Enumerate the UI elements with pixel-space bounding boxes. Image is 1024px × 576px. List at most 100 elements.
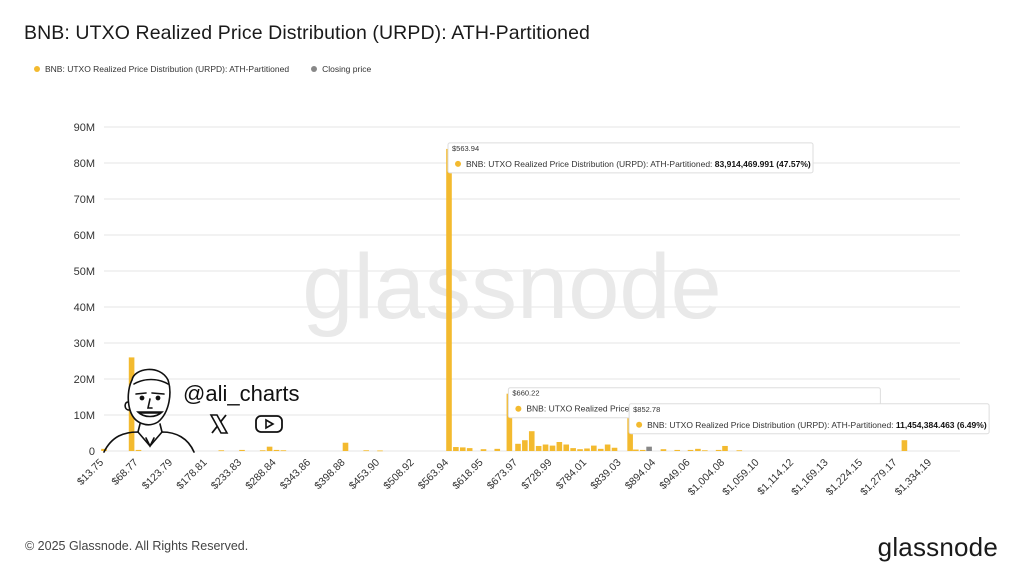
bar[interactable] [239,449,245,451]
tooltip-price: $852.78 [633,405,660,414]
bar[interactable] [273,449,280,451]
bar[interactable] [591,445,597,451]
x-tick-label: $233.83 [209,457,244,492]
bar[interactable] [101,448,107,451]
x-tick-label: $398.88 [312,457,347,492]
y-tick-label: 20M [74,374,95,386]
legend: BNB: UTXO Realized Price Distribution (U… [34,64,371,74]
x-tick-label: $288.84 [243,457,278,492]
y-axis: 0 10M 20M 30M 40M 50M 60M 70M 80M 90M [74,122,95,458]
bar[interactable] [535,445,542,451]
y-tick-label: 30M [74,338,95,350]
x-tick-label: $508.92 [381,457,416,492]
bar[interactable] [695,448,701,451]
tooltip-label: BNB: UTXO Realized Price Distribution (U… [466,159,811,169]
bar[interactable] [722,445,728,451]
tooltip-label: BNB: UTXO Realized Price Distribution (U… [647,420,987,430]
tooltip-dot [515,405,522,412]
bar[interactable] [266,446,273,451]
legend-item-urpd[interactable]: BNB: UTXO Realized Price Distribution (U… [34,64,289,74]
youtube-icon[interactable] [254,413,284,435]
bar[interactable] [342,442,349,451]
tooltip: $852.78 BNB: UTXO Realized Price Distribu… [628,403,990,435]
x-tick-label: $343.86 [278,457,313,492]
bar[interactable] [135,449,142,451]
bar[interactable] [515,443,521,451]
x-tick-label: $673.97 [485,457,520,492]
x-tick-label: $618.95 [450,457,485,492]
bar[interactable] [702,450,708,452]
bar[interactable] [639,449,646,451]
legend-label-urpd: BNB: UTXO Realized Price Distribution (U… [45,64,290,74]
bar[interactable] [453,447,459,451]
bar[interactable] [459,447,466,451]
bar[interactable] [218,450,225,452]
bar[interactable] [377,450,383,452]
bar[interactable] [611,447,618,451]
tooltip-bg [447,142,814,174]
bar[interactable] [660,449,667,451]
bar[interactable] [570,448,576,451]
x-tick-label: $68.77 [109,457,140,488]
y-tick-label: 40M [74,302,95,314]
bar[interactable] [446,148,452,452]
x-tick-label: $1,059.10 [720,457,762,499]
y-tick-label: 80M [74,158,95,170]
glassnode-logo: glassnode [877,532,998,562]
social-handle: @ali_charts [183,381,300,406]
bar[interactable] [528,431,535,451]
y-tick-label: 90M [74,122,95,134]
bar[interactable] [259,450,266,452]
bar[interactable] [280,450,287,452]
bar[interactable] [494,448,501,451]
x-icon[interactable] [208,413,230,435]
bar[interactable] [466,448,473,451]
tooltip-bg [628,403,990,435]
closing-price-bar[interactable] [646,446,652,451]
social-icons [208,413,284,435]
bar[interactable] [522,440,528,451]
bar[interactable] [363,450,370,452]
y-tick-label: 0 [89,446,95,458]
x-tick-label: $894.04 [623,457,658,492]
legend-label-closing: Closing price [322,64,372,74]
x-tick-label: $728.99 [519,457,554,492]
x-axis: $13.75 $68.77 $123.79 $178.81 $233.83 $288.84… [75,457,934,499]
bar[interactable] [736,450,743,452]
bar[interactable] [584,448,590,451]
tooltip-price: $660.22 [512,389,539,398]
bar[interactable] [633,449,639,451]
tooltip-value: 83,914,469.991 (47.57%) [715,159,811,169]
legend-item-closing[interactable]: Closing price [311,64,371,74]
bar[interactable] [556,442,563,451]
y-tick-label: 70M [74,194,95,206]
bar[interactable] [715,449,722,451]
tooltips: $563.94 BNB: UTXO Realized Price Distribu… [447,142,990,435]
x-tick-label: $13.75 [75,457,106,488]
bar[interactable] [597,448,604,451]
bar[interactable] [674,449,681,451]
bar[interactable] [480,449,487,451]
x-tick-label: $1,334.19 [893,457,935,499]
bar[interactable] [542,444,549,451]
bar[interactable] [506,393,513,451]
x-tick-label: $563.94 [416,457,451,492]
bar[interactable] [687,449,694,451]
x-tick-label: $178.81 [174,457,209,492]
bar[interactable] [563,444,570,451]
x-tick-label: $839.03 [588,457,623,492]
portrait-icon [103,368,195,453]
bar[interactable] [549,445,556,451]
bar[interactable] [577,449,583,451]
x-tick-label: $453.90 [347,457,382,492]
tooltip-value: 11,454,384.463 (6.49%) [896,420,987,430]
tooltip-dot [636,421,643,428]
tooltip-price: $563.94 [452,144,479,153]
bar[interactable] [604,444,611,451]
bar[interactable] [901,440,908,451]
watermark: glassnode [302,236,721,338]
x-tick-label: $123.79 [140,457,175,492]
y-tick-label: 60M [74,230,95,242]
chart-title: BNB: UTXO Realized Price Distribution (U… [24,22,590,44]
